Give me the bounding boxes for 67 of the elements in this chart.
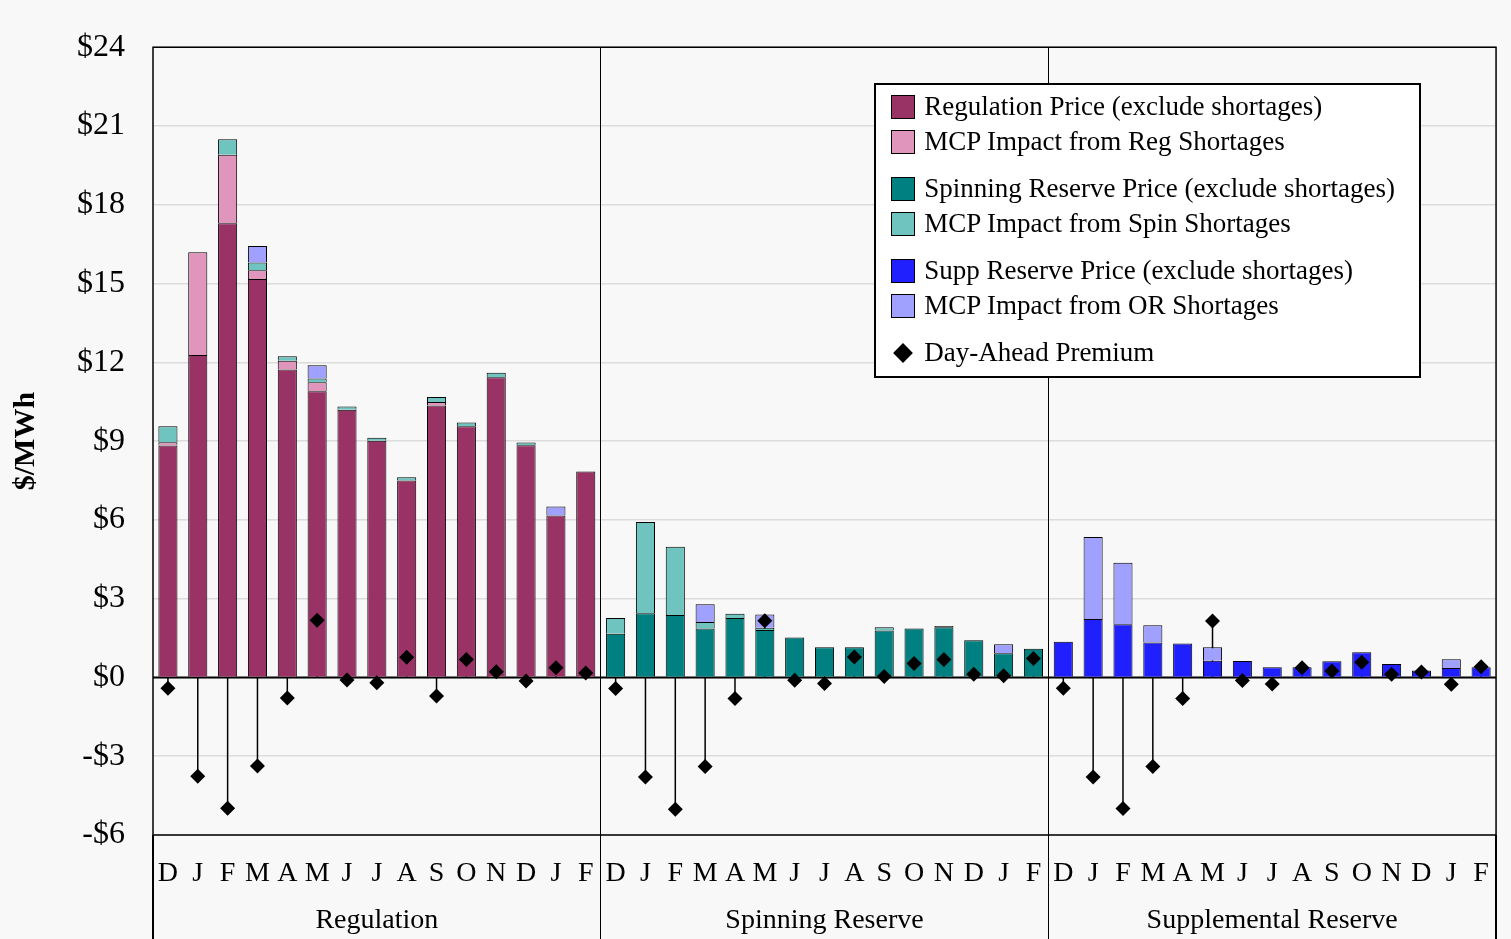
x-tick-label: M: [752, 856, 778, 888]
x-tick-label: M: [692, 856, 718, 888]
legend-label: Supp Reserve Price (exclude shortages): [924, 255, 1354, 287]
x-tick-label: D: [515, 856, 537, 888]
x-tick-label: N: [486, 856, 507, 888]
y-tick-label: $18: [77, 184, 125, 221]
x-tick-label: A: [396, 856, 418, 888]
x-tick-label: S: [1324, 856, 1340, 888]
y-tick-label: $9: [93, 420, 125, 457]
x-tick-label: S: [428, 856, 445, 888]
x-tick-label: J: [998, 856, 1010, 888]
y-tick-label: $12: [77, 341, 125, 378]
x-tick-label: D: [1411, 856, 1432, 888]
y-tick-label: $3: [93, 578, 125, 615]
x-tick-label: J: [1236, 856, 1248, 888]
x-tick-label: M: [1200, 856, 1226, 888]
x-tick-label: J: [192, 856, 204, 888]
y-tick-label: $0: [93, 656, 125, 693]
text: Regulation: [314, 903, 440, 935]
x-tick-label: D: [605, 856, 626, 888]
y-tick-label: -$6: [82, 814, 125, 851]
legend-label: Regulation Price (exclude shortages): [924, 91, 1323, 123]
x-tick-label: S: [876, 856, 893, 888]
x-tick-label: A: [1291, 856, 1313, 888]
x-tick-label: F: [1115, 856, 1131, 888]
legend-label: MCP Impact from Reg Shortages: [924, 126, 1285, 158]
legend-label: MCP Impact from Spin Shortages: [924, 208, 1291, 240]
x-tick-label: D: [1053, 856, 1074, 888]
x-tick-label: A: [1172, 856, 1194, 888]
x-tick-label: J: [550, 856, 562, 888]
y-tick-label: $21: [77, 105, 125, 142]
x-tick-label: F: [577, 856, 594, 888]
x-tick-label: J: [819, 856, 831, 888]
x-tick-label: A: [277, 856, 299, 888]
x-tick-label: J: [640, 856, 651, 888]
x-tick-label: N: [1381, 856, 1402, 888]
x-tick-label: F: [667, 856, 684, 888]
x-tick-label: F: [219, 856, 236, 888]
x-tick-label: J: [1266, 856, 1278, 888]
x-tick-label: F: [1473, 856, 1489, 888]
text: Supplemental Reserve: [1145, 903, 1399, 935]
y-tick-label: $6: [93, 499, 125, 536]
x-tick-label: J: [1445, 856, 1457, 888]
x-tick-label: A: [844, 856, 866, 888]
y-axis-title: $/MWh: [6, 391, 40, 491]
x-tick-label: J: [789, 856, 801, 888]
y-tick-label: $24: [77, 26, 125, 63]
legend-label: Spinning Reserve Price (exclude shortages): [924, 173, 1396, 205]
x-tick-label: O: [903, 856, 925, 888]
legend-label: MCP Impact from OR Shortages: [924, 290, 1279, 322]
y-tick-label: $15: [77, 262, 125, 299]
x-tick-label: D: [157, 856, 179, 888]
x-tick-label: M: [245, 856, 271, 888]
x-tick-label: M: [1140, 856, 1166, 888]
text: Spinning Reserve: [724, 903, 925, 935]
x-tick-label: O: [456, 856, 477, 888]
x-tick-label: N: [933, 856, 955, 888]
x-tick-label: O: [1351, 856, 1372, 888]
x-tick-label: J: [371, 856, 383, 888]
x-tick-label: F: [1025, 856, 1042, 888]
x-tick-label: J: [341, 856, 353, 888]
x-tick-label: A: [724, 856, 746, 888]
x-tick-label: D: [963, 856, 984, 888]
legend-label: Day-Ahead Premium: [924, 337, 1155, 369]
x-tick-label: J: [1087, 856, 1099, 888]
y-tick-label: -$3: [82, 735, 125, 772]
x-tick-label: M: [304, 856, 330, 888]
